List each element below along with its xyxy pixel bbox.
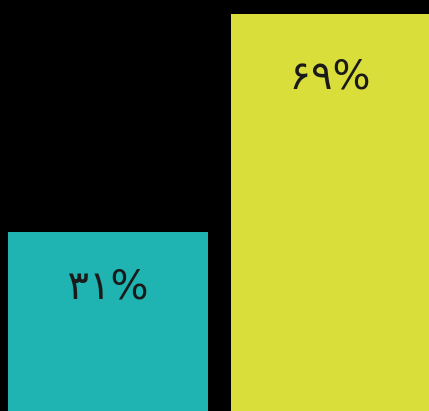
bar-1-value-label: ٣١%	[68, 263, 149, 309]
data-labels-group: ٣١% ۶٩%	[68, 53, 371, 309]
bar-2	[231, 14, 429, 411]
bars-group	[8, 14, 429, 411]
bar-2-value-label: ۶٩%	[290, 53, 371, 99]
bar-1	[8, 232, 208, 411]
